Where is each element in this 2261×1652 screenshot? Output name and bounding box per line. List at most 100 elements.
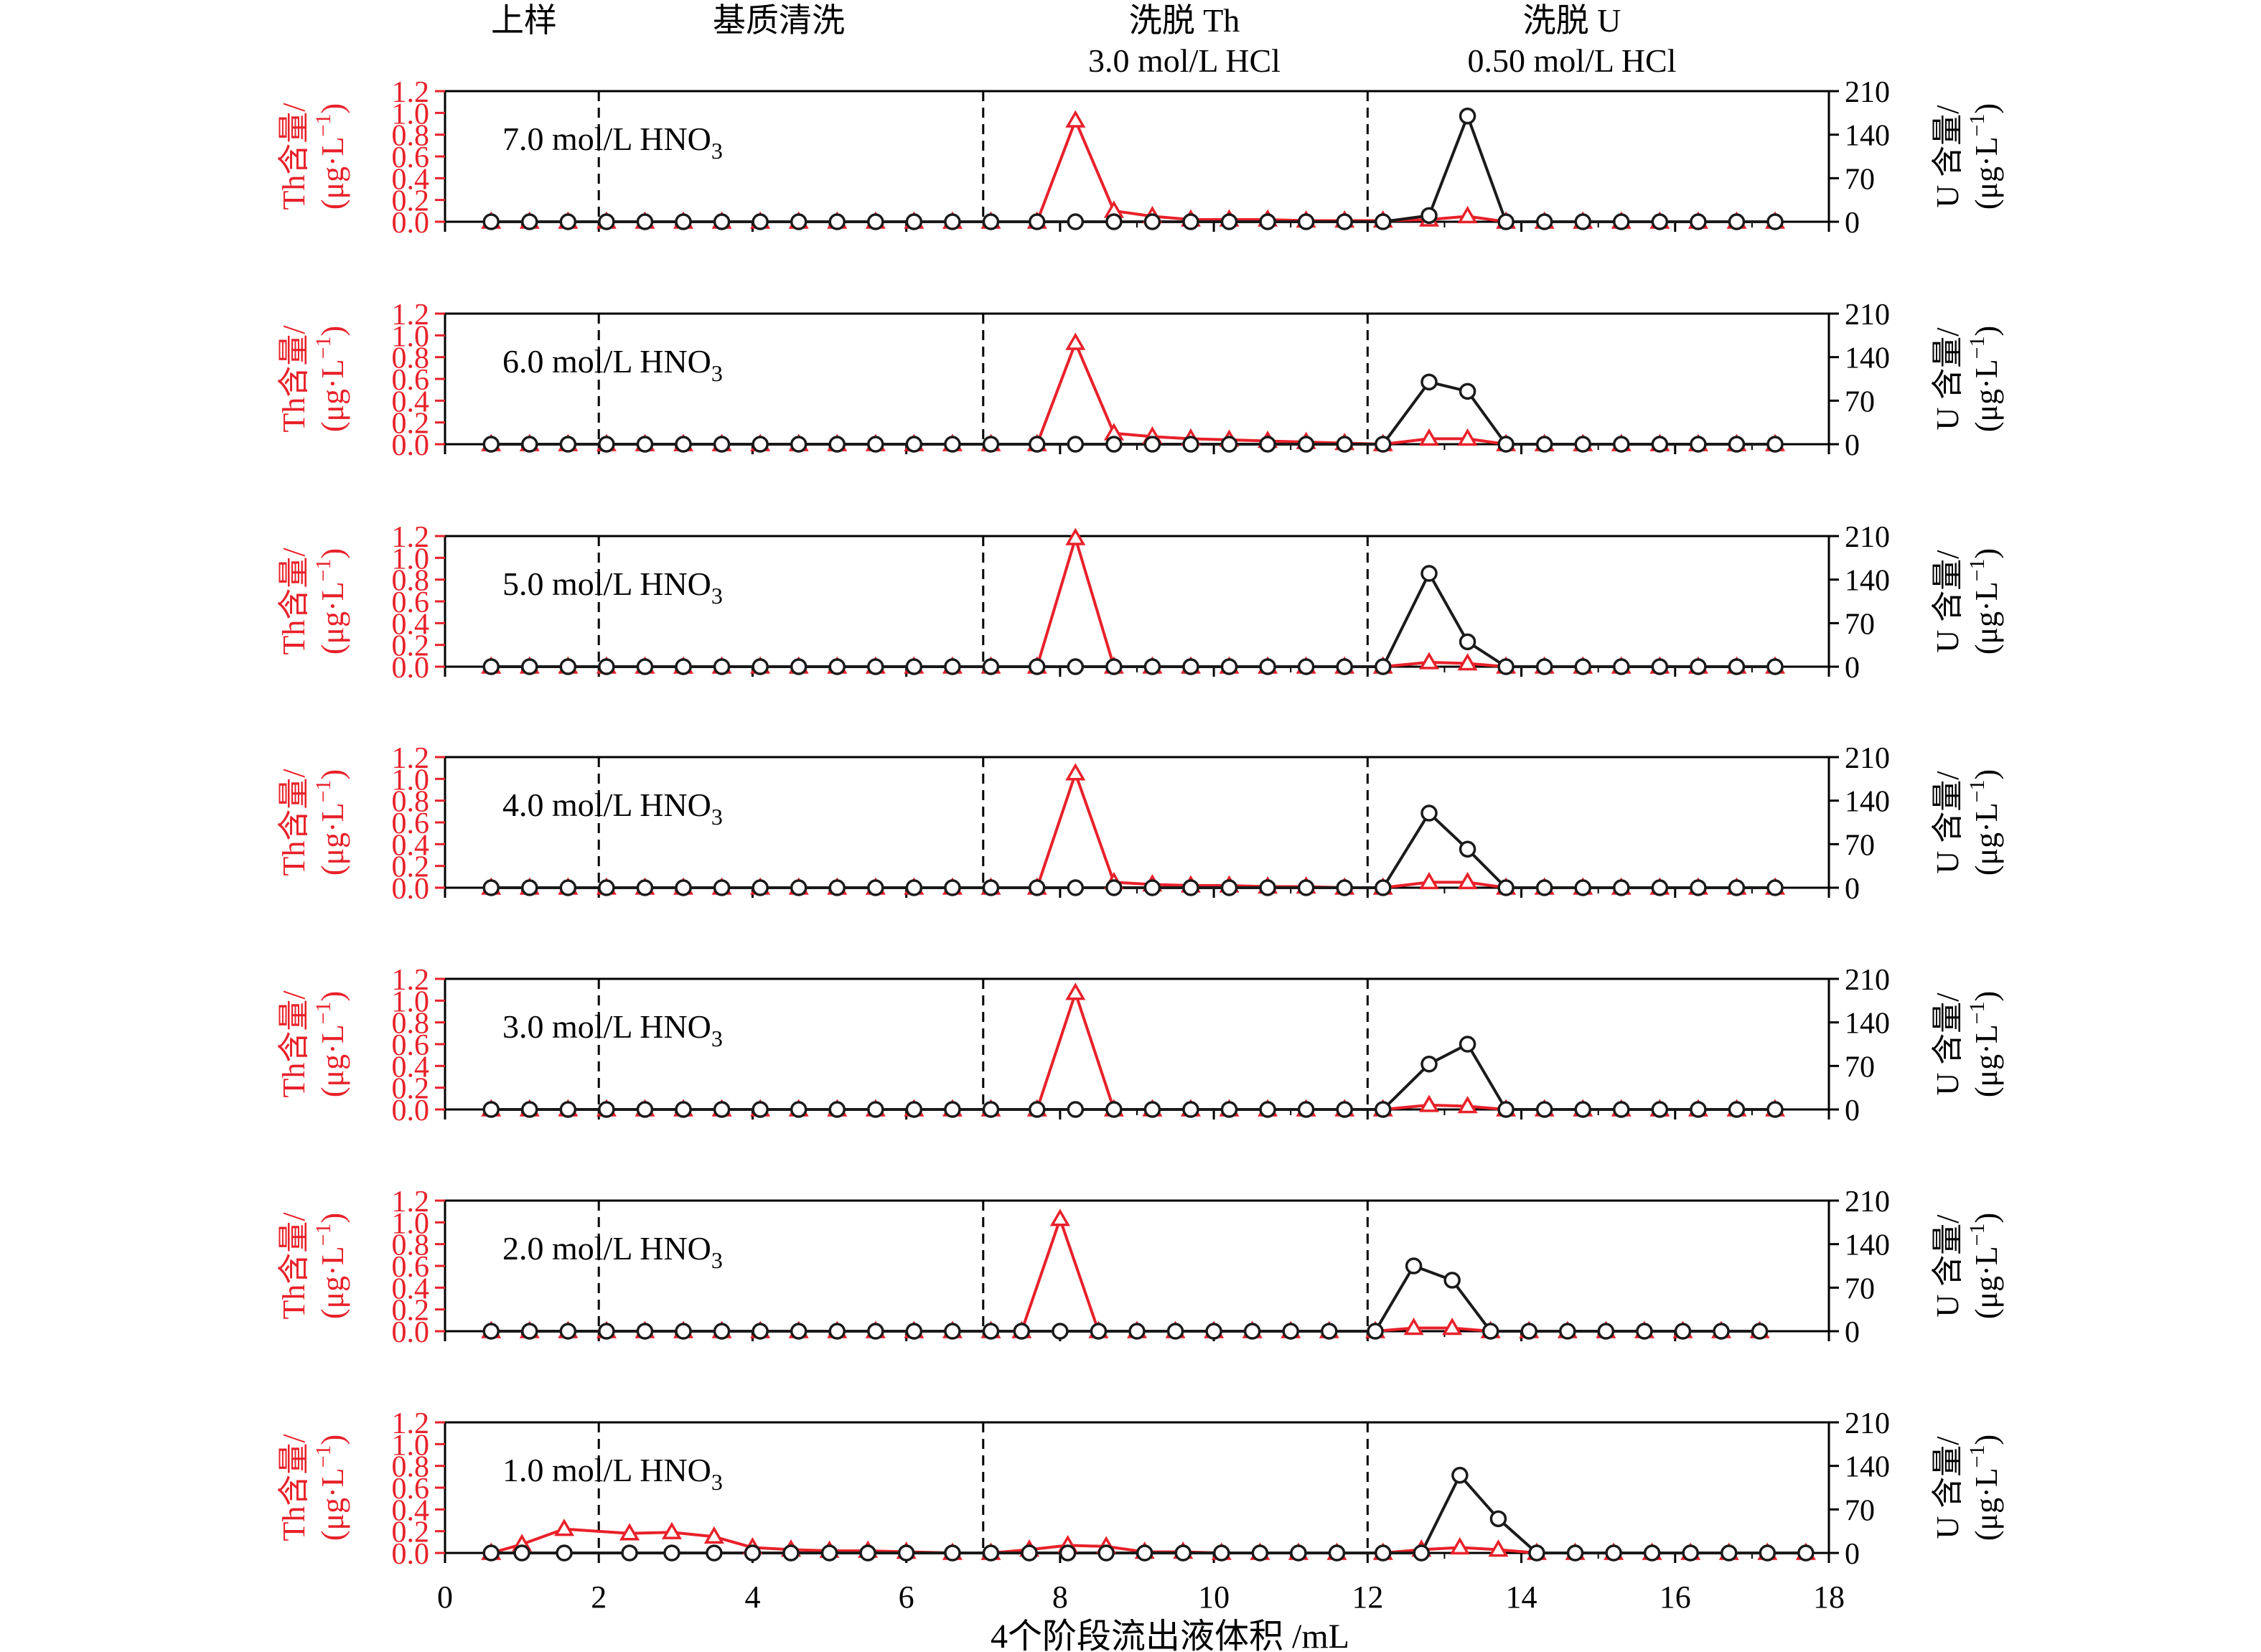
u-data-point <box>982 1101 1000 1118</box>
left-y-tick-label: 0.8 <box>392 1229 430 1262</box>
right-axis-title: U 含量/ <box>1930 550 1965 653</box>
left-y-tick-label: 0.4 <box>392 608 430 641</box>
right-y-tick-label: 210 <box>1845 521 1890 554</box>
u-data-point <box>1090 1323 1108 1340</box>
left-y-tick-label: 0.8 <box>392 1451 430 1484</box>
u-data-point <box>1182 879 1199 896</box>
th-data-point <box>619 1523 640 1541</box>
u-data-point <box>1797 1544 1815 1562</box>
u-data-point <box>982 1544 1000 1562</box>
x-tick-label: 4 <box>744 1580 760 1615</box>
u-data-point <box>559 879 577 896</box>
u-data-point <box>1336 1101 1353 1118</box>
u-data-point <box>521 1101 538 1118</box>
u-data-point <box>521 658 538 675</box>
u-data-point <box>559 1323 577 1340</box>
u-data-point <box>1336 879 1353 896</box>
left-y-tick-label: 0.4 <box>392 385 430 418</box>
u-data-point <box>1220 1101 1238 1118</box>
u-data-point <box>1052 1323 1069 1340</box>
u-data-point <box>675 213 692 230</box>
u-data-point <box>905 436 923 453</box>
left-y-tick-label: 1.0 <box>392 764 430 797</box>
u-data-point <box>598 879 615 896</box>
u-data-point <box>1605 1544 1622 1562</box>
u-data-point <box>713 213 731 230</box>
u-data-point <box>1420 804 1438 822</box>
u-data-point <box>1766 879 1784 896</box>
u-data-point <box>1728 1101 1746 1118</box>
u-data-point <box>1029 213 1046 230</box>
u-data-point <box>1143 1101 1161 1118</box>
left-y-tick-label: 1.2 <box>392 1186 430 1219</box>
right-axis-unit: (μg·L−1) <box>1965 103 2004 210</box>
u-data-point <box>1535 213 1553 230</box>
u-data-point <box>636 436 654 453</box>
x-tick-label: 12 <box>1352 1580 1383 1615</box>
panel-label: 1.0 mol/L HNO3 <box>502 1452 723 1495</box>
stage-label-load: 上样 <box>491 2 557 39</box>
left-y-tick-label: 0.6 <box>392 141 430 174</box>
u-data-point <box>752 213 769 230</box>
u-data-point <box>1105 658 1123 675</box>
left-y-tick-label: 0.0 <box>392 873 430 906</box>
u-data-point <box>1166 1323 1184 1340</box>
left-y-tick-label: 1.0 <box>392 98 430 131</box>
left-y-tick-label: 1.0 <box>392 1429 430 1462</box>
u-data-point <box>790 213 808 230</box>
u-series-line <box>491 812 1775 889</box>
u-data-point <box>905 658 923 675</box>
u-data-point <box>1067 213 1085 230</box>
th-data-point <box>1065 763 1086 781</box>
left-y-tick-label: 0.0 <box>392 1094 430 1127</box>
left-y-tick-label: 0.6 <box>392 1029 430 1062</box>
u-data-point <box>1405 1257 1423 1275</box>
u-data-point <box>1459 1036 1476 1053</box>
u-series-line <box>491 1473 1806 1554</box>
u-data-point <box>521 1323 538 1340</box>
left-y-tick-label: 0.0 <box>392 652 430 685</box>
left-y-tick-label: 0.0 <box>392 1538 430 1571</box>
left-y-tick-label: 0.2 <box>392 1295 430 1328</box>
right-y-tick-label: 210 <box>1845 1186 1890 1219</box>
right-axis-title: U 含量/ <box>1930 771 1965 874</box>
left-y-tick-label: 0.4 <box>392 829 430 862</box>
panel: 0.00.40.81.20.20.61.0070140210Th含量/(μg·L… <box>276 1186 2004 1349</box>
u-data-point <box>482 436 500 453</box>
left-y-tick-label: 1.0 <box>392 320 430 353</box>
u-data-point <box>706 1544 723 1562</box>
u-data-point <box>820 1544 838 1562</box>
right-axis-unit: (μg·L−1) <box>1965 548 2004 654</box>
u-data-point <box>790 1101 808 1118</box>
u-data-point <box>713 658 731 675</box>
right-axis-unit: (μg·L−1) <box>1965 326 2004 432</box>
left-y-tick-label: 1.0 <box>392 1207 430 1240</box>
panel-label: 2.0 mol/L HNO3 <box>502 1230 723 1273</box>
th-data-point <box>1457 871 1478 890</box>
u-data-point <box>1013 1323 1031 1340</box>
u-data-point <box>867 1323 884 1340</box>
right-y-tick-label: 140 <box>1845 1008 1890 1041</box>
u-data-point <box>636 1101 654 1118</box>
right-y-tick-label: 210 <box>1845 742 1890 775</box>
u-data-point <box>675 436 692 453</box>
u-data-point <box>1497 436 1515 453</box>
u-data-point <box>713 1323 731 1340</box>
u-series-line <box>491 1264 1760 1333</box>
u-data-point <box>713 436 731 453</box>
th-data-point <box>1065 332 1086 350</box>
th-data-point <box>1449 1536 1470 1555</box>
u-data-point <box>1105 879 1123 896</box>
u-data-point <box>521 436 538 453</box>
u-data-point <box>598 436 615 453</box>
left-axis-unit: (μg·L−1) <box>312 769 350 876</box>
left-axis-title: Th含量/ <box>276 325 312 433</box>
u-data-point <box>1459 840 1476 858</box>
u-data-point <box>1535 1101 1553 1118</box>
u-data-point <box>1728 658 1746 675</box>
u-series-line <box>491 572 1775 668</box>
x-axis-label: 4个阶段流出液体积 /mL <box>991 1618 1349 1652</box>
th-data-point <box>1488 1539 1509 1557</box>
u-data-point <box>1559 1323 1576 1340</box>
